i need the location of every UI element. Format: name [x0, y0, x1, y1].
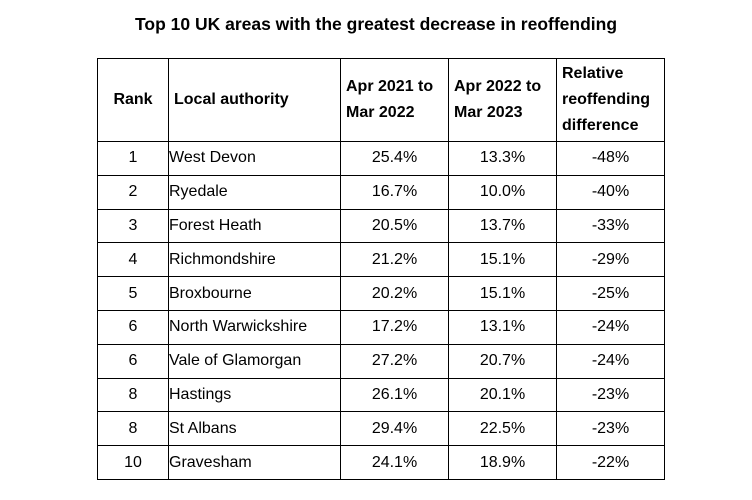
- period2-cell: 18.9%: [448, 445, 557, 480]
- table-row: 6 Vale of Glamorgan 27.2% 20.7% -24%: [97, 343, 665, 379]
- period2-cell: 22.5%: [448, 411, 557, 447]
- table-row: 3 Forest Heath 20.5% 13.7% -33%: [97, 208, 665, 244]
- period1-cell: 27.2%: [340, 343, 449, 379]
- header-diff-line3: difference: [562, 117, 639, 134]
- period2-cell: 15.1%: [448, 242, 557, 278]
- page-title: Top 10 UK areas with the greatest decrea…: [134, 14, 618, 34]
- table-row: 5 Broxbourne 20.2% 15.1% -25%: [97, 276, 665, 311]
- period2-cell: 20.1%: [448, 377, 557, 413]
- rank-cell: 5: [97, 276, 169, 311]
- period2-cell: 20.7%: [448, 343, 557, 379]
- table-row: 4 Richmondshire 21.2% 15.1% -29%: [97, 242, 665, 278]
- rank-cell: 8: [97, 411, 169, 447]
- difference-cell: -24%: [556, 309, 665, 345]
- header-period-2021-2022: Apr 2021 to Mar 2022: [340, 58, 449, 142]
- local-authority-cell: Broxbourne: [168, 276, 341, 311]
- period2-cell: 10.0%: [448, 174, 557, 210]
- local-authority-cell: St Albans: [168, 411, 341, 447]
- table-row: 10 Gravesham 24.1% 18.9% -22%: [97, 445, 665, 480]
- table-row: 8 Hastings 26.1% 20.1% -23%: [97, 377, 665, 413]
- period1-cell: 21.2%: [340, 242, 449, 278]
- period1-cell: 20.2%: [340, 276, 449, 311]
- rank-cell: 3: [97, 208, 169, 244]
- difference-cell: -23%: [556, 377, 665, 413]
- difference-cell: -33%: [556, 208, 665, 244]
- difference-cell: -23%: [556, 411, 665, 447]
- local-authority-cell: Hastings: [168, 377, 341, 413]
- difference-cell: -22%: [556, 445, 665, 480]
- header-rank: Rank: [97, 58, 169, 142]
- period1-cell: 24.1%: [340, 445, 449, 480]
- period1-cell: 20.5%: [340, 208, 449, 244]
- header-period-2022-2023: Apr 2022 to Mar 2023: [448, 58, 557, 142]
- header-relative-difference: Relative reoffending difference: [556, 58, 665, 142]
- header-diff-line2: reoffending: [562, 91, 650, 108]
- header-diff-line1: Relative: [562, 65, 624, 82]
- local-authority-cell: North Warwickshire: [168, 309, 341, 345]
- header-local-authority: Local authority: [168, 58, 341, 142]
- rank-cell: 8: [97, 377, 169, 413]
- period1-cell: 26.1%: [340, 377, 449, 413]
- local-authority-cell: Richmondshire: [168, 242, 341, 278]
- period1-cell: 16.7%: [340, 174, 449, 210]
- table-row: 6 North Warwickshire 17.2% 13.1% -24%: [97, 309, 665, 345]
- header-period1-line1: Apr 2021 to: [346, 78, 434, 95]
- local-authority-cell: Gravesham: [168, 445, 341, 480]
- period1-cell: 17.2%: [340, 309, 449, 345]
- rank-cell: 2: [97, 174, 169, 210]
- difference-cell: -25%: [556, 276, 665, 311]
- period1-cell: 29.4%: [340, 411, 449, 447]
- header-period1-line2: Mar 2022: [346, 104, 415, 121]
- local-authority-cell: Forest Heath: [168, 208, 341, 244]
- difference-cell: -24%: [556, 343, 665, 379]
- rank-cell: 1: [97, 141, 169, 176]
- header-period2-line1: Apr 2022 to: [454, 78, 542, 95]
- table-header-row: Rank Local authority Apr 2021 to Mar 202…: [97, 58, 665, 142]
- rank-cell: 4: [97, 242, 169, 278]
- period2-cell: 15.1%: [448, 276, 557, 311]
- header-period2-line2: Mar 2023: [454, 104, 523, 121]
- header-rank-label: Rank: [113, 91, 153, 108]
- rank-cell: 6: [97, 309, 169, 345]
- period2-cell: 13.3%: [448, 141, 557, 176]
- rank-cell: 6: [97, 343, 169, 379]
- table-row: 1 West Devon 25.4% 13.3% -48%: [97, 141, 665, 176]
- rank-cell: 10: [97, 445, 169, 480]
- difference-cell: -40%: [556, 174, 665, 210]
- period2-cell: 13.7%: [448, 208, 557, 244]
- local-authority-cell: Vale of Glamorgan: [168, 343, 341, 379]
- period2-cell: 13.1%: [448, 309, 557, 345]
- period1-cell: 25.4%: [340, 141, 449, 176]
- header-local-authority-label: Local authority: [174, 91, 289, 108]
- difference-cell: -48%: [556, 141, 665, 176]
- table-row: 2 Ryedale 16.7% 10.0% -40%: [97, 174, 665, 210]
- difference-cell: -29%: [556, 242, 665, 278]
- local-authority-cell: West Devon: [168, 141, 341, 176]
- local-authority-cell: Ryedale: [168, 174, 341, 210]
- table-row: 8 St Albans 29.4% 22.5% -23%: [97, 411, 665, 447]
- reoffending-table: Rank Local authority Apr 2021 to Mar 202…: [97, 58, 665, 480]
